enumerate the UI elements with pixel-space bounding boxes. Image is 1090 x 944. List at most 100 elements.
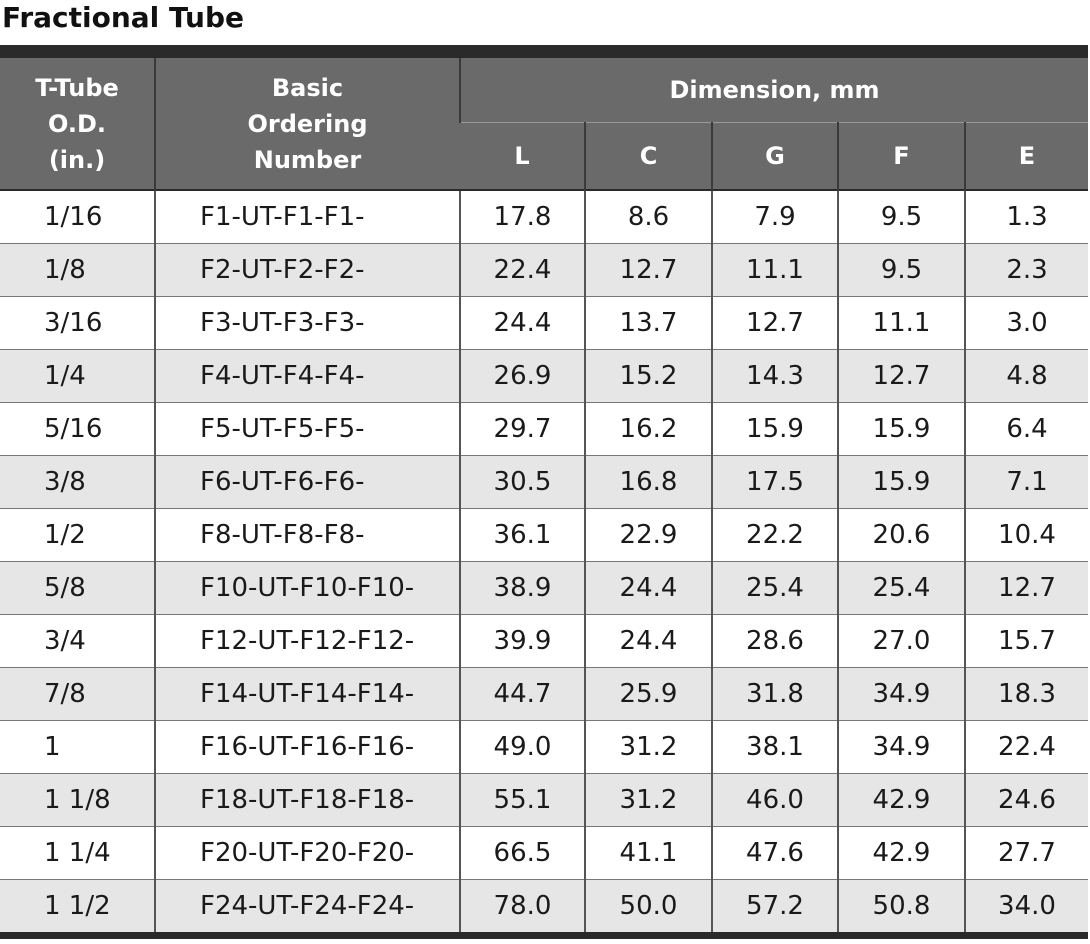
table-cell: 4.8 <box>964 348 1088 402</box>
column-header: T-Tube O.D. (in.) <box>0 58 155 190</box>
table-cell: 50.0 <box>584 878 712 932</box>
table-cell: 22.4 <box>459 242 585 296</box>
table-cell: F18-UT-F18-F18- <box>154 772 460 826</box>
table-cell: 9.5 <box>837 189 965 243</box>
table-cell: 11.1 <box>837 295 965 349</box>
table-row: 1/2 F8-UT-F8-F8- 36.1 22.9 22.2 20.6 10.4 <box>0 507 1088 561</box>
table-cell: 42.9 <box>837 772 965 826</box>
table-cell: 9.5 <box>837 242 965 296</box>
header-row: T-Tube O.D. (in.) Basic Ordering Number … <box>0 58 1088 190</box>
table-cell: 1/4 <box>0 348 155 402</box>
table-cell: 1/8 <box>0 242 155 296</box>
table-row: 1 1/2 F24-UT-F24-F24- 78.0 50.0 57.2 50.8 34.0 <box>0 878 1088 932</box>
column-header: G <box>711 122 838 190</box>
table-cell: F2-UT-F2-F2- <box>154 242 460 296</box>
table-cell: 31.2 <box>584 772 712 826</box>
table-cell: 29.7 <box>459 401 585 455</box>
table-cell: 22.2 <box>711 507 838 561</box>
table-cell: F12-UT-F12-F12- <box>154 613 460 667</box>
table-cell: 22.9 <box>584 507 712 561</box>
table-cell: 27.7 <box>964 825 1088 879</box>
table-cell: 1 1/8 <box>0 772 155 826</box>
table-cell: F6-UT-F6-F6- <box>154 454 460 508</box>
table-cell: 30.5 <box>459 454 585 508</box>
table-cell: 24.6 <box>964 772 1088 826</box>
table-row: 1/8 F2-UT-F2-F2- 22.4 12.7 11.1 9.5 2.3 <box>0 242 1088 296</box>
table-cell: F16-UT-F16-F16- <box>154 719 460 773</box>
table-cell: 28.6 <box>711 613 838 667</box>
table-cell: F3-UT-F3-F3- <box>154 295 460 349</box>
table-cell: 34.9 <box>837 719 965 773</box>
table-head: T-Tube O.D. (in.) Basic Ordering Number … <box>0 58 1088 190</box>
table-cell: 1.3 <box>964 189 1088 243</box>
title: Fractional Tube <box>2 1 245 34</box>
table-cell: 6.4 <box>964 401 1088 455</box>
table-cell: 25.4 <box>711 560 838 614</box>
table-cell: 22.4 <box>964 719 1088 773</box>
table-cell: F24-UT-F24-F24- <box>154 878 460 932</box>
table-cell: 1/16 <box>0 189 155 243</box>
bottom-rule <box>0 932 1088 939</box>
table-cell: 3/8 <box>0 454 155 508</box>
table-cell: 20.6 <box>837 507 965 561</box>
table-cell: 11.1 <box>711 242 838 296</box>
column-header: F <box>837 122 965 190</box>
table-cell: 15.9 <box>837 454 965 508</box>
table-cell: 31.2 <box>584 719 712 773</box>
table-cell: 57.2 <box>711 878 838 932</box>
table-row: 7/8 F14-UT-F14-F14- 44.7 25.9 31.8 34.9 18.3 <box>0 666 1088 720</box>
table-cell: 39.9 <box>459 613 585 667</box>
table-cell: 13.7 <box>584 295 712 349</box>
table-cell: 12.7 <box>964 560 1088 614</box>
table-cell: 12.7 <box>711 295 838 349</box>
table-row: 5/8 F10-UT-F10-F10- 38.9 24.4 25.4 25.4 12.7 <box>0 560 1088 614</box>
table-row: 1/4 F4-UT-F4-F4- 26.9 15.2 14.3 12.7 4.8 <box>0 348 1088 402</box>
table-cell: F5-UT-F5-F5- <box>154 401 460 455</box>
table-cell: 66.5 <box>459 825 585 879</box>
top-rule <box>0 45 1088 58</box>
table-cell: 2.3 <box>964 242 1088 296</box>
table-cell: 47.6 <box>711 825 838 879</box>
table-row: 1 1/8 F18-UT-F18-F18- 55.1 31.2 46.0 42.9 24.6 <box>0 772 1088 826</box>
table-cell: 15.2 <box>584 348 712 402</box>
table-cell: 1 <box>0 719 155 773</box>
table-cell: 34.0 <box>964 878 1088 932</box>
table-cell: 8.6 <box>584 189 712 243</box>
table-cell: 26.9 <box>459 348 585 402</box>
table-cell: 7.1 <box>964 454 1088 508</box>
table-cell: 5/8 <box>0 560 155 614</box>
column-header: E <box>964 122 1088 190</box>
table-cell: 3/4 <box>0 613 155 667</box>
table-cell: 16.8 <box>584 454 712 508</box>
column-header: C <box>584 122 712 190</box>
table-row: 3/4 F12-UT-F12-F12- 39.9 24.4 28.6 27.0 15.7 <box>0 613 1088 667</box>
table-cell: 15.9 <box>837 401 965 455</box>
table-cell: 12.7 <box>837 348 965 402</box>
table-cell: 16.2 <box>584 401 712 455</box>
table-row: 1/16 F1-UT-F1-F1- 17.8 8.6 7.9 9.5 1.3 <box>0 189 1088 243</box>
table-cell: 34.9 <box>837 666 965 720</box>
table-cell: 24.4 <box>459 295 585 349</box>
table-row: 1 1/4 F20-UT-F20-F20- 66.5 41.1 47.6 42.9 27.7 <box>0 825 1088 879</box>
table-cell: 25.9 <box>584 666 712 720</box>
table-cell: 1/2 <box>0 507 155 561</box>
table-body: 1/16 F1-UT-F1-F1- 17.8 8.6 7.9 9.5 1.3 1/8 F2-UT… <box>0 189 1088 932</box>
table-cell: 36.1 <box>459 507 585 561</box>
table-cell: 1 1/4 <box>0 825 155 879</box>
table: T-Tube O.D. (in.) Basic Ordering Number … <box>0 58 1088 932</box>
table-cell: 31.8 <box>711 666 838 720</box>
table-cell: 18.3 <box>964 666 1088 720</box>
table-cell: F1-UT-F1-F1- <box>154 189 460 243</box>
table-cell: 7.9 <box>711 189 838 243</box>
column-header: Basic Ordering Number <box>154 58 460 190</box>
table-cell: 24.4 <box>584 613 712 667</box>
table-row: 5/16 F5-UT-F5-F5- 29.7 16.2 15.9 15.9 6.4 <box>0 401 1088 455</box>
table-cell: 41.1 <box>584 825 712 879</box>
table-cell: 38.1 <box>711 719 838 773</box>
table-cell: F14-UT-F14-F14- <box>154 666 460 720</box>
table-cell: F20-UT-F20-F20- <box>154 825 460 879</box>
table-cell: 15.7 <box>964 613 1088 667</box>
table-cell: 27.0 <box>837 613 965 667</box>
